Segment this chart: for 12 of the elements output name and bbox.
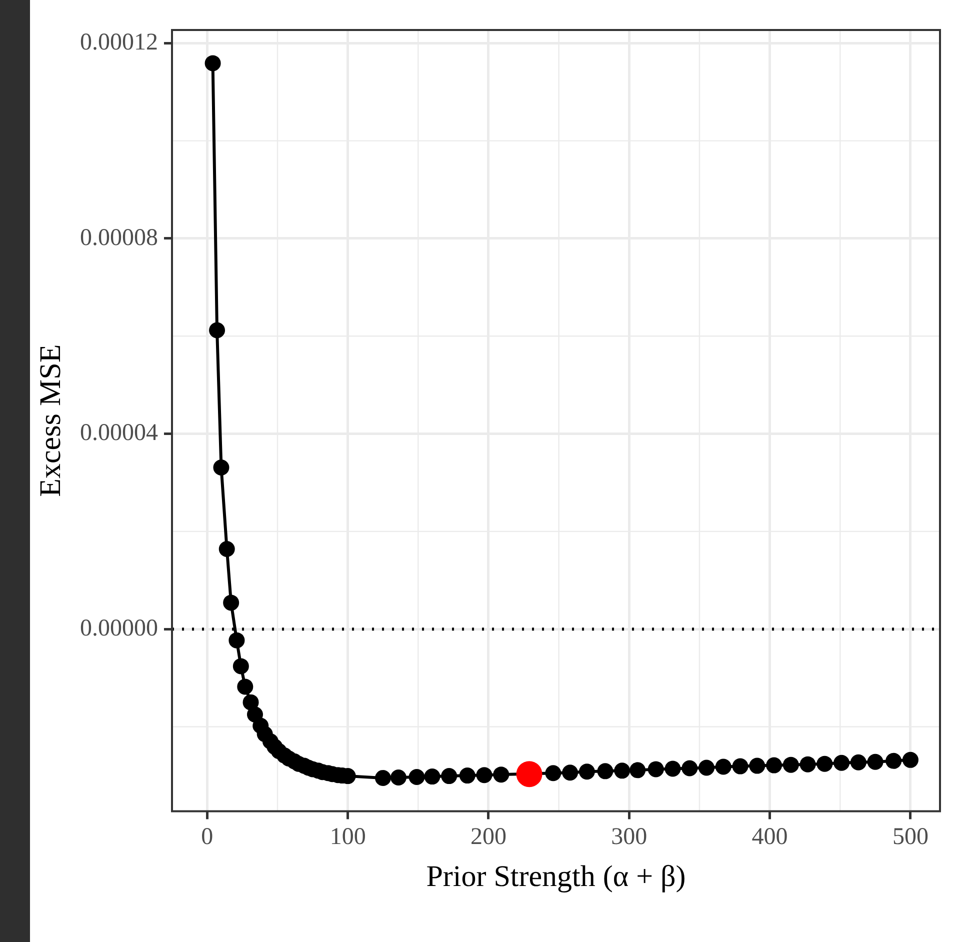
x-axis-title: Prior Strength (α + β) xyxy=(426,860,686,893)
x-tick-label: 100 xyxy=(330,824,366,850)
x-tick-label: 300 xyxy=(611,824,648,850)
x-tick-label: 400 xyxy=(752,824,788,850)
x-tick-label: 500 xyxy=(892,824,928,850)
x-tick-label: 200 xyxy=(470,824,506,850)
x-tick-label: 0 xyxy=(201,824,214,850)
y-tick-label: 0.00012 xyxy=(80,29,158,56)
y-tick-label: 0.00008 xyxy=(80,224,158,251)
y-tick-label: 0.00000 xyxy=(80,615,158,642)
y-axis-title: Excess MSE xyxy=(34,344,67,497)
y-tick-label: 0.00004 xyxy=(80,420,158,446)
